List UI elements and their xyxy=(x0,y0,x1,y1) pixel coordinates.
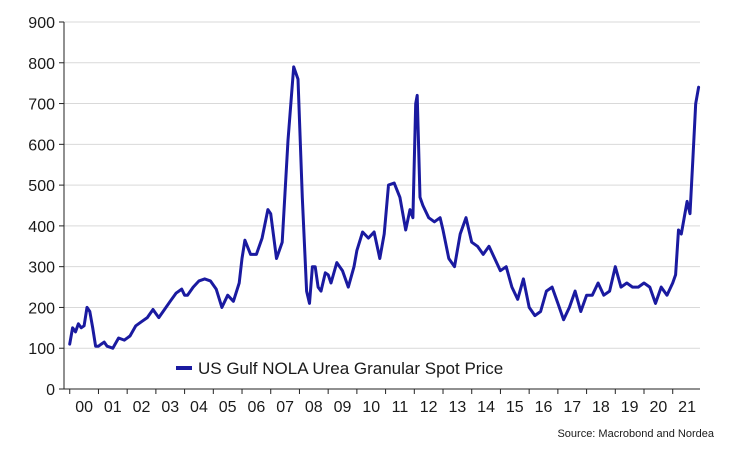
y-tick-label-100: 100 xyxy=(28,341,55,358)
x-tick-label-09: 09 xyxy=(334,399,352,416)
y-tick-label-200: 200 xyxy=(28,300,55,317)
y-tick-label-0: 0 xyxy=(46,382,55,399)
x-tick-label-01: 01 xyxy=(104,399,122,416)
x-tick-label-17: 17 xyxy=(563,399,581,416)
x-tick-label-05: 05 xyxy=(219,399,237,416)
y-tick-label-300: 300 xyxy=(28,260,55,277)
x-tick-label-03: 03 xyxy=(161,399,179,416)
source-note: Source: Macrobond and Nordea xyxy=(557,428,714,440)
x-tick-label-13: 13 xyxy=(448,399,466,416)
x-tick-label-20: 20 xyxy=(649,399,667,416)
x-axis-ticks: 00 01 02 03 04 05 06 07 08 09 10 11 12 13 14 15 16 17 18 19… xyxy=(69,389,696,416)
x-tick-label-02: 02 xyxy=(133,399,151,416)
x-tick-label-07: 07 xyxy=(276,399,294,416)
x-tick-label-18: 18 xyxy=(592,399,610,416)
y-axis-ticks: 0 100 200 300 400 500 600 700 800 900 xyxy=(28,15,64,399)
x-tick-label-19: 19 xyxy=(621,399,639,416)
x-tick-label-21: 21 xyxy=(678,399,696,416)
y-tick-label-500: 500 xyxy=(28,178,55,195)
x-tick-label-04: 04 xyxy=(190,399,208,416)
x-tick-label-00: 00 xyxy=(75,399,93,416)
series-line-urea-price xyxy=(68,65,701,350)
y-tick-label-700: 700 xyxy=(28,97,55,114)
x-tick-label-10: 10 xyxy=(362,399,380,416)
x-tick-label-12: 12 xyxy=(420,399,438,416)
x-tick-label-15: 15 xyxy=(506,399,524,416)
y-tick-label-800: 800 xyxy=(28,56,55,73)
x-tick-label-16: 16 xyxy=(535,399,553,416)
x-tick-label-08: 08 xyxy=(305,399,323,416)
x-tick-label-11: 11 xyxy=(392,399,409,416)
y-tick-label-400: 400 xyxy=(28,219,55,236)
y-tick-label-600: 600 xyxy=(28,137,55,154)
gridlines xyxy=(64,21,700,349)
legend: US Gulf NOLA Urea Granular Spot Price xyxy=(176,359,503,378)
x-tick-label-06: 06 xyxy=(247,399,265,416)
x-tick-label-14: 14 xyxy=(477,399,495,416)
y-tick-label-900: 900 xyxy=(28,15,55,32)
legend-label: US Gulf NOLA Urea Granular Spot Price xyxy=(198,359,503,378)
